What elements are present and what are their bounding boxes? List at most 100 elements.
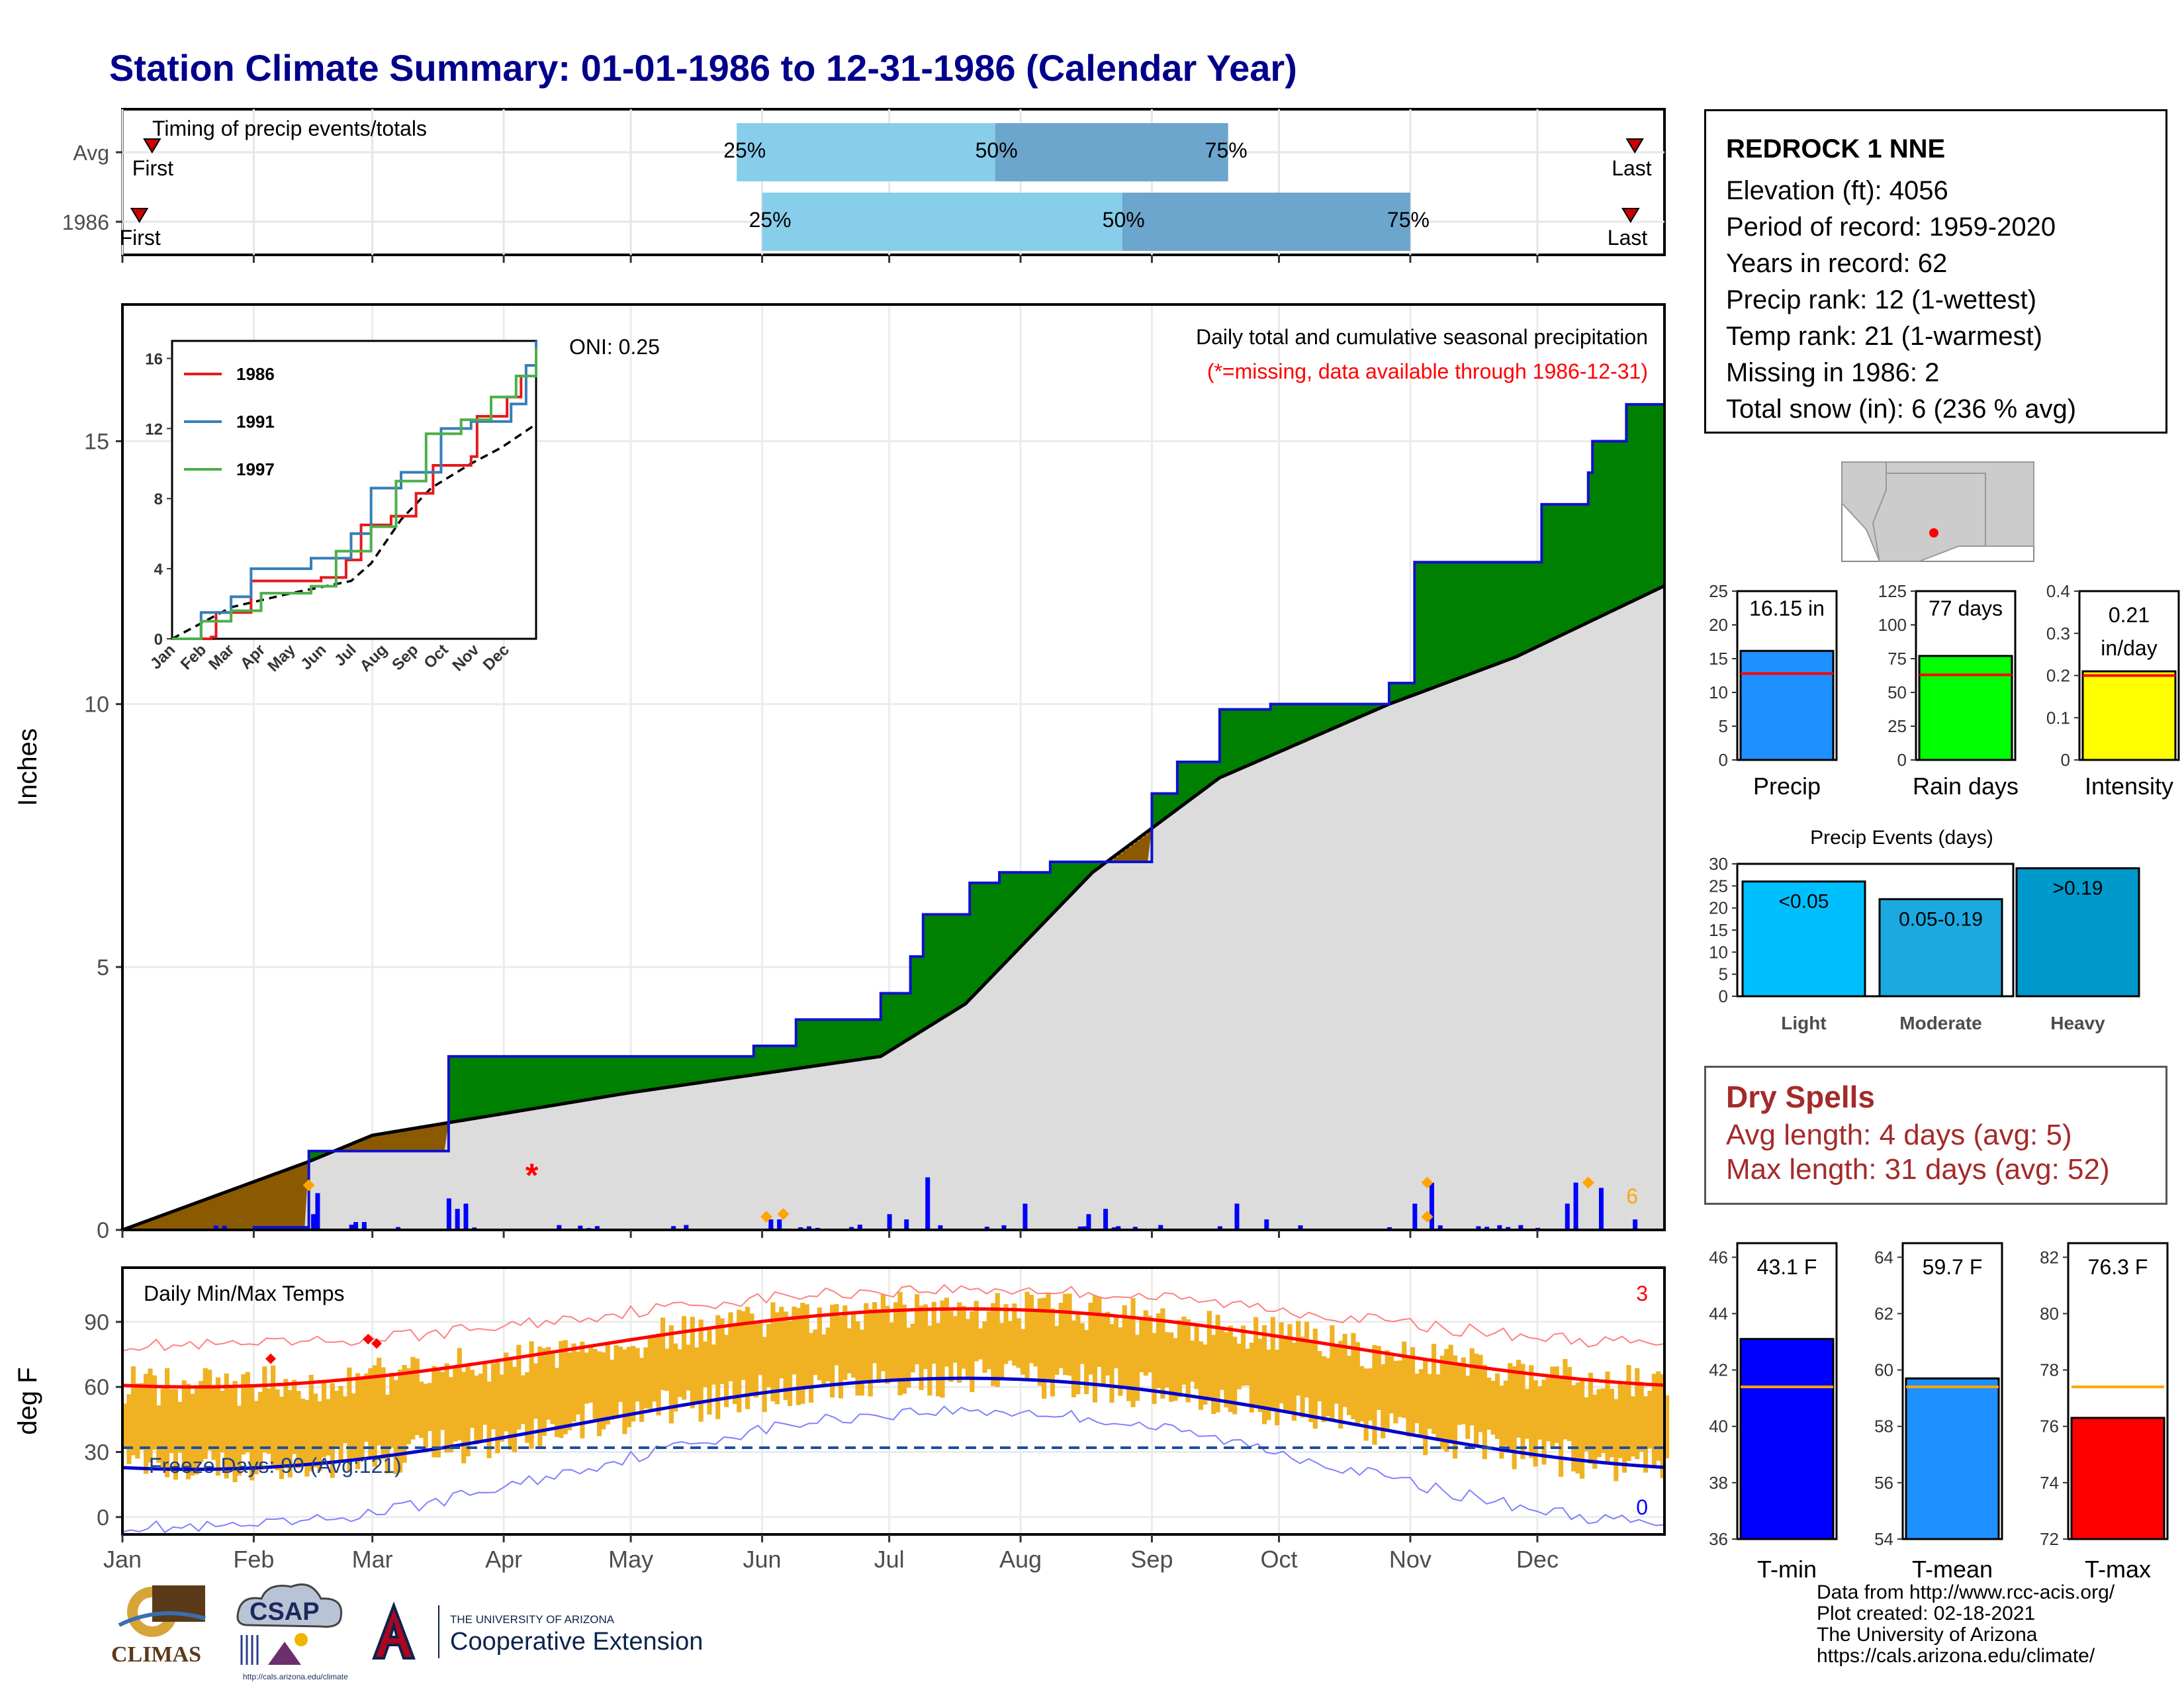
above-average-area	[1363, 704, 1369, 716]
above-average-area	[1372, 704, 1377, 712]
daily-temp-range-bar	[351, 1393, 356, 1458]
daily-temp-range-bar	[829, 1305, 835, 1398]
above-average-area	[1490, 562, 1496, 667]
daily-temp-range-bar	[262, 1366, 267, 1453]
daily-temp-range-bar	[1621, 1384, 1627, 1473]
month-tick-label: Apr	[485, 1546, 522, 1573]
daily-temp-range-bar	[381, 1367, 386, 1460]
above-average-area	[1351, 704, 1356, 721]
daily-precip-bar	[887, 1214, 892, 1230]
above-average-area	[842, 1019, 848, 1062]
raindays-y-tick: 100	[1878, 615, 1907, 635]
daily-temp-range-bar	[1639, 1382, 1644, 1452]
above-average-area	[787, 1045, 792, 1070]
daily-temp-range-bar	[520, 1375, 525, 1425]
daily-temp-range-bar	[804, 1304, 809, 1388]
below-average-area	[207, 1199, 212, 1230]
above-average-area	[1545, 504, 1551, 643]
above-average-area	[1228, 709, 1233, 774]
daily-temp-range-bar	[779, 1307, 784, 1379]
above-average-area	[1486, 562, 1492, 668]
below-average-area	[228, 1191, 234, 1230]
daily-temp-range-bar	[1406, 1358, 1411, 1437]
above-average-area	[965, 914, 970, 1004]
daily-temp-range-bar	[474, 1376, 479, 1445]
daily-temp-range-bar	[563, 1340, 568, 1434]
daily-temp-range-bar	[1541, 1380, 1547, 1465]
daily-precip-bar	[1429, 1182, 1434, 1230]
daily-temp-range-bar	[440, 1372, 445, 1430]
precip-y-tick: 0	[1719, 750, 1728, 770]
above-average-area	[1639, 404, 1644, 598]
tmin-y-tick: 36	[1709, 1529, 1728, 1549]
daily-temp-range-bar	[808, 1333, 814, 1403]
daily-temp-range-bar	[1385, 1350, 1390, 1432]
intensity-y-tick: 0.2	[2046, 666, 2070, 686]
daily-temp-range-bar	[241, 1374, 246, 1455]
daily-precip-bar	[857, 1225, 862, 1230]
above-average-area	[1397, 682, 1402, 701]
above-average-area	[1160, 793, 1165, 822]
daily-temp-range-bar	[1448, 1344, 1453, 1441]
daily-precip-bar	[1082, 1226, 1087, 1230]
first-label: First	[132, 156, 173, 180]
daily-temp-range-bar	[1050, 1308, 1056, 1397]
precip-subheader: (*=missing, data available through 1986-…	[1207, 359, 1648, 383]
daily-temp-range-bar	[1473, 1353, 1479, 1447]
above-average-area	[1614, 441, 1619, 610]
timing-row-label: 1986	[62, 211, 109, 234]
daily-temp-range-bar	[639, 1358, 645, 1423]
daily-temp-range-bar	[516, 1344, 522, 1430]
above-average-area	[508, 1056, 513, 1113]
below-average-area	[250, 1183, 255, 1230]
daily-temp-range-bar	[321, 1382, 327, 1458]
daily-temp-range-bar	[1609, 1388, 1614, 1458]
above-average-area	[486, 1056, 492, 1117]
daily-temp-range-bar	[575, 1351, 581, 1415]
daily-temp-range-bar	[203, 1368, 208, 1459]
daily-temp-range-bar	[1635, 1368, 1640, 1460]
above-average-area	[1190, 762, 1195, 800]
daily-temp-range-bar	[1575, 1382, 1580, 1474]
above-average-area	[1600, 441, 1606, 616]
station-line: Precip rank: 12 (1-wettest)	[1726, 285, 2037, 314]
daily-precip-bar	[1437, 1225, 1443, 1230]
above-average-area	[1626, 404, 1631, 604]
daily-temp-range-bar	[1423, 1359, 1428, 1456]
above-average-area	[1203, 762, 1208, 790]
daily-temp-range-bar	[1338, 1340, 1343, 1429]
below-average-area	[130, 1227, 136, 1230]
daily-temp-range-bar	[1533, 1380, 1538, 1467]
above-average-area	[1173, 793, 1178, 813]
below-average-area	[1139, 837, 1144, 862]
above-average-area	[1325, 704, 1330, 732]
above-average-area	[1152, 793, 1157, 829]
above-average-area	[673, 1056, 678, 1087]
daily-temp-range-bar	[961, 1305, 966, 1369]
daily-temp-range-bar	[1203, 1344, 1208, 1405]
university-arizona-logo: THE UNIVERSITY OF ARIZONA Cooperative Ex…	[361, 1595, 745, 1668]
above-average-area	[1537, 562, 1542, 647]
above-average-area	[804, 1019, 809, 1068]
daily-temp-range-bar	[279, 1396, 285, 1479]
daily-precip-bar	[1158, 1225, 1163, 1230]
timing-bar-25-50	[762, 193, 1122, 251]
daily-precip-bar	[361, 1222, 367, 1230]
daily-temp-range-bar	[135, 1383, 140, 1459]
above-average-area	[1630, 404, 1635, 602]
station-location-marker	[1929, 528, 1938, 538]
daily-temp-range-bar	[1469, 1348, 1475, 1426]
daily-temp-range-bar	[355, 1373, 361, 1470]
daily-temp-range-bar	[1372, 1344, 1377, 1445]
daily-temp-range-bar	[1330, 1325, 1335, 1422]
daily-temp-range-bar	[1656, 1371, 1661, 1461]
daily-precip-bar	[1023, 1203, 1028, 1230]
above-average-area	[1037, 872, 1042, 929]
daily-temp-range-bar	[1152, 1333, 1157, 1405]
daily-temp-range-bar	[825, 1327, 831, 1382]
above-average-area	[652, 1056, 657, 1090]
daily-temp-range-bar	[1367, 1368, 1373, 1421]
daily-temp-range-bar	[330, 1383, 335, 1478]
above-average-area	[1232, 709, 1238, 773]
daily-temp-range-bar	[1465, 1376, 1471, 1439]
